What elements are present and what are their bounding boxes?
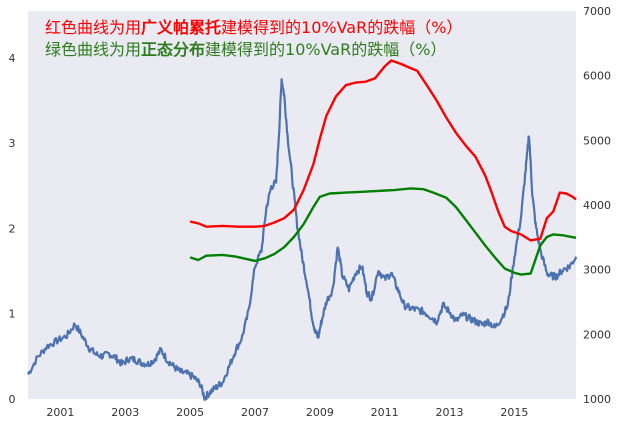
right-axis-ticks: 1000 2000 3000 4000 5000 6000 7000	[583, 5, 611, 406]
x-tick-label: 2003	[111, 406, 139, 419]
annotation-part: 建模得到的10%VaR的跌幅（%）	[221, 18, 462, 37]
right-tick-label: 4000	[583, 199, 611, 212]
right-tick-label: 3000	[583, 264, 611, 277]
right-tick-label: 6000	[583, 70, 611, 83]
annotation-part: 广义帕累托	[141, 18, 221, 37]
left-tick-label: 1	[9, 308, 16, 321]
left-tick-label: 2	[9, 222, 16, 235]
right-tick-label: 1000	[583, 393, 611, 406]
left-axis-ticks: 0 1 2 3 4	[9, 52, 16, 406]
series-line-1	[189, 59, 577, 242]
x-tick-label: 2001	[46, 406, 74, 419]
series-line-2	[189, 187, 577, 276]
x-tick-label: 2009	[306, 406, 334, 419]
right-tick-label: 7000	[583, 5, 611, 18]
x-tick-label: 2007	[241, 406, 269, 419]
annotation-line-1: 红色曲线为用广义帕累托建模得到的10%VaR的跌幅（%）	[45, 18, 462, 37]
annotation-part: 建模得到的10%VaR的跌幅（%）	[205, 40, 446, 59]
plot-area	[28, 11, 576, 399]
right-tick-label: 5000	[583, 134, 611, 147]
annotation-part: 红色曲线为用	[45, 18, 141, 37]
right-tick-label: 2000	[583, 328, 611, 341]
x-tick-label: 2005	[176, 406, 204, 419]
left-tick-label: 3	[9, 137, 16, 150]
annotation-line-2: 绿色曲线为用正态分布建模得到的10%VaR的跌幅（%）	[45, 40, 446, 59]
annotation-part: 绿色曲线为用	[45, 40, 141, 59]
series-layer	[26, 59, 578, 401]
left-tick-label: 0	[9, 393, 16, 406]
x-tick-label: 2015	[500, 406, 528, 419]
x-tick-label: 2013	[436, 406, 464, 419]
series-line-0	[26, 78, 578, 401]
x-axis-ticks: 2001 2003 2005 2007 2009 2011 2013 2015	[46, 406, 528, 419]
legend-annotations: 红色曲线为用广义帕累托建模得到的10%VaR的跌幅（%）绿色曲线为用正态分布建模…	[45, 18, 462, 59]
left-tick-label: 4	[9, 52, 16, 65]
x-tick-label: 2011	[371, 406, 399, 419]
annotation-part: 正态分布	[141, 40, 205, 59]
